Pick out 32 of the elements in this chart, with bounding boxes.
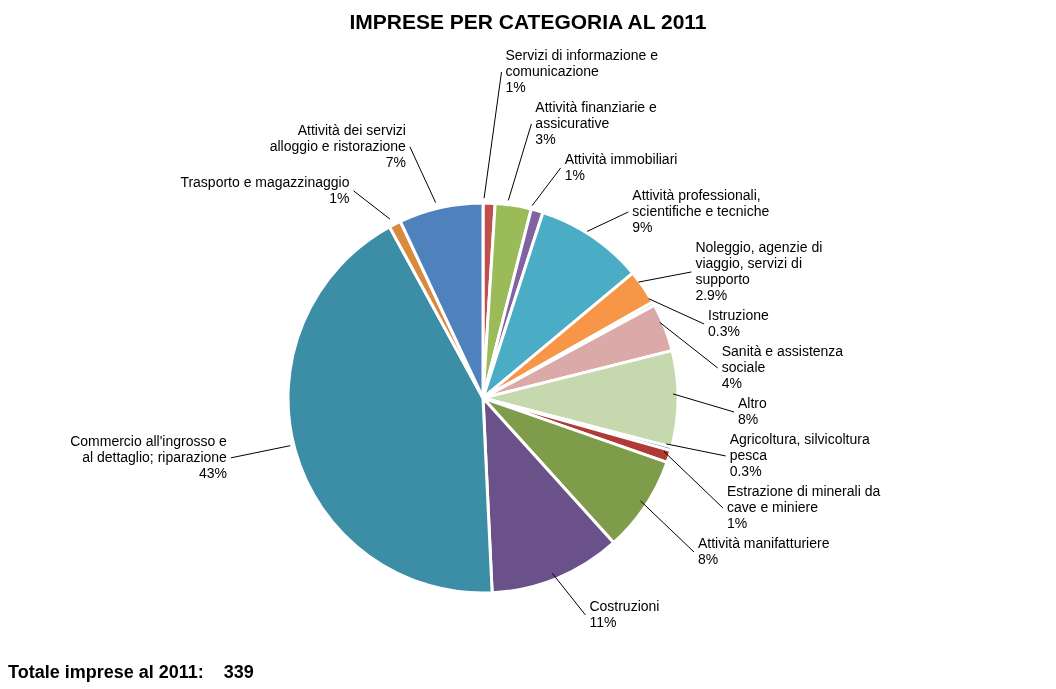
data-label: 4%: [721, 374, 742, 391]
data-label: 2.9%: [695, 286, 728, 303]
data-label: 8%: [738, 410, 759, 427]
slice-label: Altro: [738, 394, 767, 411]
data-label: 0.3%: [729, 462, 762, 479]
slice-label: Noleggio, agenzie di viaggio, servizi di supporto: [695, 238, 823, 287]
data-label: 1%: [564, 166, 585, 183]
data-label: 1%: [329, 189, 350, 206]
chart-title: IMPRESE PER CATEGORIA AL 2011: [348, 10, 708, 34]
data-label: 43%: [198, 464, 227, 481]
slice-label: Attività professionali, scientifiche e tecniche: [632, 186, 770, 219]
slice-label: Agricoltura, silvicoltura pesca: [729, 430, 870, 463]
data-label: 1%: [726, 514, 748, 531]
data-label: 7%: [385, 153, 406, 170]
slice-label: Istruzione: [708, 306, 769, 323]
slice-label: Costruzioni: [589, 597, 660, 614]
slice-label: Attività dei servizi alloggio e ristorazione: [269, 121, 407, 154]
slice-label: Trasporto e magazzinaggio: [180, 173, 350, 190]
slice-label: Attività finanziarie e assicurative: [535, 98, 657, 131]
slice-label: Sanità e assistenza sociale: [721, 342, 844, 375]
slice-label: Attività manifatturiere: [697, 534, 830, 551]
data-label: 1%: [505, 79, 526, 95]
slice-label: Estrazione di minerali da cave e miniere: [726, 482, 881, 515]
slice-label: Commercio all'ingrosso e al dettaglio; riparazione: [70, 432, 228, 465]
data-label: 9%: [632, 218, 653, 235]
data-label: 3%: [535, 130, 556, 147]
slice-label: Servizi di informazione e comunicazione: [505, 47, 659, 79]
data-label: 11%: [589, 613, 617, 630]
slice-label: Attività immobiliari: [564, 150, 678, 167]
data-label: 0.3%: [708, 322, 740, 339]
text: Totale imprese al 2011: 339: [8, 662, 254, 683]
data-label: 8%: [697, 550, 719, 567]
